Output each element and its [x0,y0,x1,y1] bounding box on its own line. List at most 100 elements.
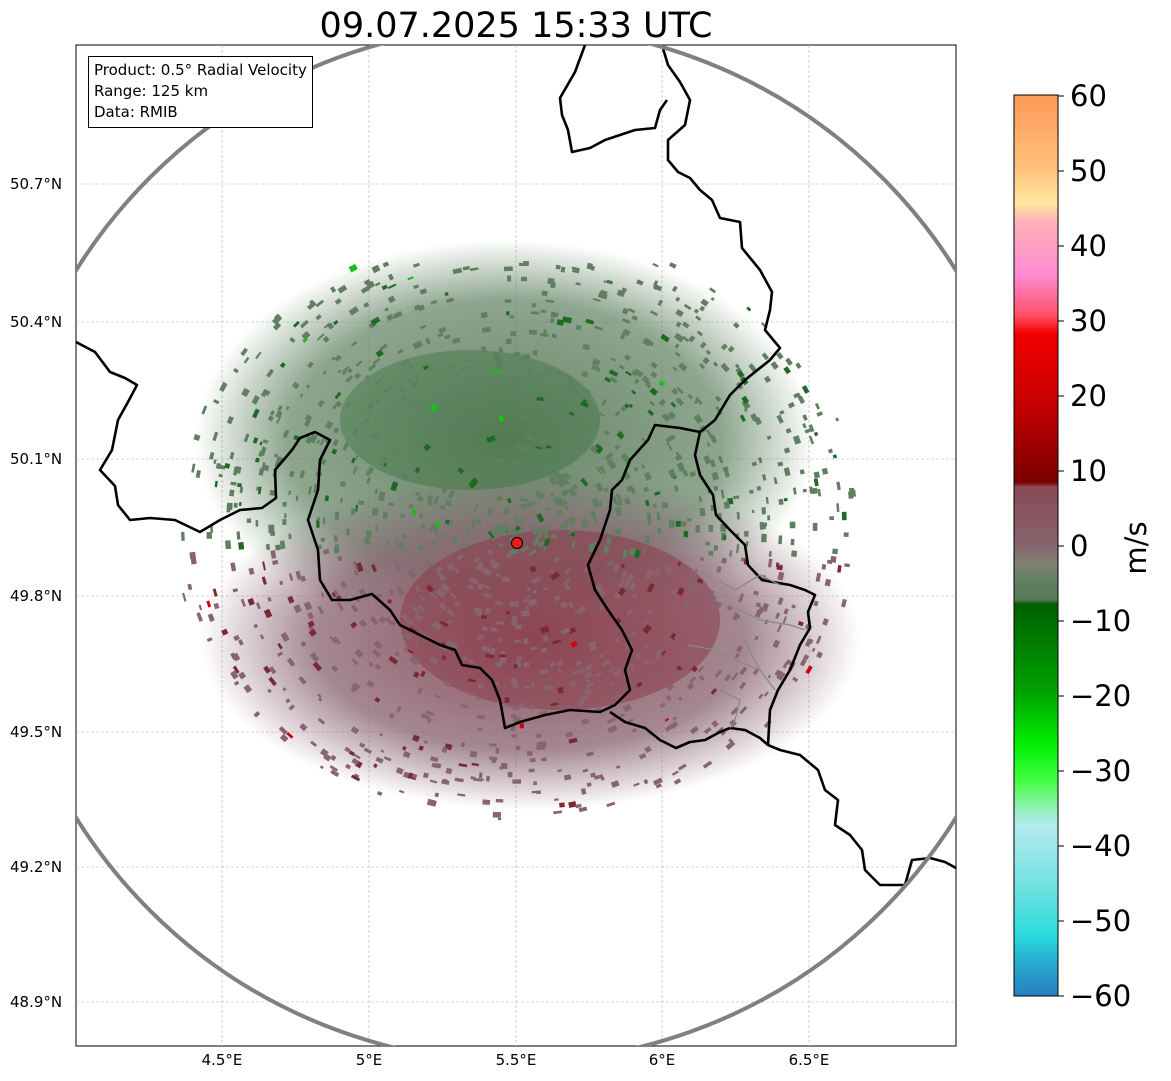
echo-pixel [510,725,516,731]
echo-pixel [814,402,821,410]
echo-pixel [580,788,587,795]
echo-pixel [741,399,751,410]
echo-pixel [206,531,213,539]
echo-pixel [229,489,235,497]
echo-pixel [468,692,476,697]
echo-pixel [691,585,699,595]
echo-pixel [414,640,420,646]
echo-pixel [710,688,718,695]
echo-pixel [695,525,700,533]
echo-pixel [434,694,442,699]
echo-pixel [317,605,324,615]
echo-pixel [486,508,494,517]
echo-pixel [215,462,222,470]
colorbar-tick-label: 30 [1070,304,1107,338]
echo-pixel [510,477,518,481]
echo-pixel [813,478,819,487]
echo-pixel [646,512,652,521]
echo-pixel [512,779,522,784]
echo-pixel [240,347,248,357]
echo-pixel [836,503,840,512]
echo-pixel [268,666,277,675]
echo-pixel [428,591,438,600]
echo-pixel [698,496,702,503]
colorbar-unit-label: m/s [1119,521,1153,575]
echo-pixel [458,388,465,395]
echo-pixel [683,530,689,538]
echo-pixel [492,369,501,373]
echo-pixel [347,367,353,374]
echo-pixel [397,348,404,355]
echo-pixel [497,817,502,821]
echo-pixel [485,653,495,659]
echo-pixel [630,389,637,395]
echo-pixel [511,620,517,626]
echo-pixel [672,366,678,372]
echo-pixel [348,263,358,273]
echo-pixel [407,567,417,579]
echo-pixel [452,337,461,344]
echo-pixel [733,495,740,500]
echo-pixel [287,595,295,604]
echo-pixel [599,466,606,472]
lat-label: 49.8°N [10,587,63,605]
radar-site-marker [511,537,523,549]
echo-pixel [491,527,499,536]
echo-pixel [654,567,662,577]
echo-pixel [224,540,232,550]
echo-pixel [542,546,548,551]
echo-pixel [300,640,307,647]
echo-pixel [241,387,250,398]
echo-pixel [481,326,491,333]
echo-pixel [331,448,338,455]
echo-pixel [683,598,691,608]
echo-pixel [743,407,748,412]
echo-pixel [642,624,652,635]
echo-pixel [531,682,535,688]
echo-pixel [699,305,706,312]
echo-pixel [288,704,295,711]
echo-pixel [709,459,716,468]
echo-pixel [268,676,277,687]
echo-pixel [606,717,617,724]
echo-pixel [799,469,805,475]
echo-pixel [619,713,625,718]
echo-pixel [445,640,451,647]
echo-pixel [399,385,406,393]
echo-pixel [699,341,707,349]
echo-pixel [640,464,646,469]
echo-pixel [504,521,511,529]
echo-pixel [320,537,326,542]
echo-pixel [425,337,431,345]
echo-pixel [489,756,498,761]
echo-pixel [280,632,290,643]
echo-pixel [469,750,478,758]
echo-pixel [265,543,271,551]
echo-pixel [473,518,478,523]
echo-pixel [279,540,286,550]
echo-pixel [795,362,802,370]
echo-pixel [520,610,530,617]
echo-pixel [453,566,460,574]
echo-pixel [697,665,704,673]
echo-pixel [384,307,389,312]
echo-pixel [355,360,363,367]
echo-pixel [379,732,384,737]
echo-pixel [522,354,531,360]
echo-pixel [218,473,223,478]
echo-pixel [758,693,764,700]
echo-pixel [776,670,786,681]
echo-pixel [317,517,320,521]
echo-pixel [526,475,532,482]
echo-pixel [352,753,361,760]
echo-pixel [420,523,426,529]
echo-pixel [705,349,711,355]
echo-pixel [317,544,322,550]
echo-pixel [603,487,609,493]
echo-pixel [499,657,507,664]
echo-pixel [824,578,832,587]
echo-pixel [532,350,538,356]
echo-pixel [413,284,419,290]
echo-pixel [414,466,421,474]
echo-pixel [732,321,740,329]
